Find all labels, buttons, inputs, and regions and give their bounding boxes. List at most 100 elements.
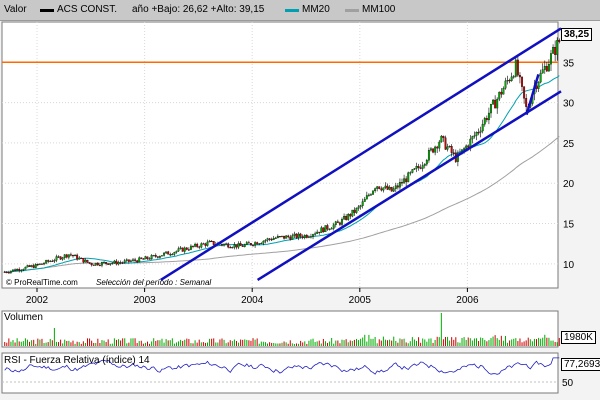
candle [324,225,327,233]
candle-body [252,244,254,246]
candle-body [154,255,157,257]
candle [550,49,552,72]
candle-body [490,103,492,114]
candle-body [281,235,283,237]
candle-body [398,182,401,188]
candle [90,262,93,267]
candle [78,256,81,260]
volume-layer [4,313,560,346]
candle-body [208,240,211,243]
candle [72,254,74,258]
candle-body [144,256,147,260]
candle [274,236,277,239]
candle-body [479,130,482,133]
candle [235,244,238,250]
candle-body [353,209,356,213]
candle [187,247,190,252]
candle-body [430,148,432,151]
candle [119,260,122,265]
candle-body [508,80,511,82]
candle-body [231,247,234,249]
candle [310,233,312,239]
candle-body [43,263,45,265]
candle [347,213,350,221]
candle-body [552,47,555,54]
candle [194,242,197,248]
candle [57,255,60,259]
candle [136,259,139,263]
candle-body [206,241,209,246]
candle [18,267,21,273]
candle [278,235,281,238]
candle-body [140,257,143,259]
candle-body [396,185,399,188]
candle [316,229,319,234]
candle-body [190,245,192,250]
candle [483,116,486,127]
candle [161,255,163,257]
candle-body [322,227,325,233]
candle [177,246,180,252]
candle-body [521,76,523,87]
candle-body [254,242,257,246]
candle-body [283,235,286,239]
ma20-legend-swatch [285,9,299,12]
candle-body [24,266,27,270]
candle-body [235,244,238,248]
candle-body [38,263,41,265]
candle-body [57,256,60,258]
candle-body [80,257,83,259]
candle-body [413,168,416,170]
candle [388,185,391,191]
candle-body [16,269,19,271]
candle-body [380,188,383,191]
candle-body [109,263,112,265]
candle-body [113,260,116,264]
candle-body [442,135,445,138]
candle [378,186,381,190]
candle-body [45,260,48,264]
candle [264,238,267,244]
candle-body [103,262,105,264]
candle [314,231,317,237]
candle-body [268,238,271,240]
candle-body [492,99,495,105]
candle-body [498,91,501,100]
candle [113,259,116,264]
candle-body [107,263,110,265]
candle [547,59,550,72]
candle [519,72,521,84]
candle-body [123,260,126,263]
candle-body [225,243,228,245]
candle [92,264,95,266]
candle-body [351,209,354,217]
candle-body [20,269,23,271]
candle [148,257,151,260]
candle-body [146,256,149,259]
candle [444,135,447,150]
candle [51,259,54,262]
candle [367,193,370,197]
candle [330,226,333,230]
candle [127,259,130,264]
candle-body [210,240,213,243]
candle-body [276,236,279,239]
candle-body [438,141,441,149]
candle [492,98,495,105]
candle [351,209,354,218]
candle [390,186,393,192]
candle-body [285,235,288,239]
trend-arrow [525,74,540,116]
candle-body [446,146,449,150]
candle [80,257,83,259]
candle-body [427,150,430,161]
candle [163,252,166,257]
candle [293,231,296,239]
candle-body [558,39,561,42]
candle-body [132,259,134,261]
candle-body [258,243,261,245]
chart-header: Valor ACS CONST. año +Bajo: 26,62 +Alto:… [0,0,600,21]
candle [409,171,412,176]
candle-body [415,166,418,169]
candle [349,213,352,220]
